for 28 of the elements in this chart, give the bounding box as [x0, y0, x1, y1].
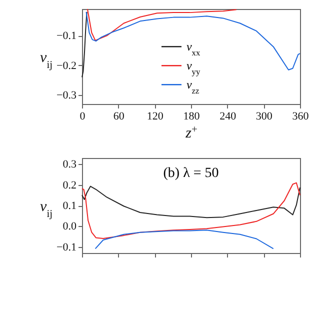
legend-label: v$_{zz}$	[186, 78, 200, 96]
legend-label: v$_{xx}$	[186, 40, 201, 58]
x-tick-label: 300	[256, 110, 273, 122]
y-tick-label: −0.1	[56, 241, 76, 254]
y-tick-label: −0.3	[56, 90, 77, 102]
y-tick-label: 0.1	[62, 200, 76, 212]
line-series	[82, 11, 88, 78]
x-tick-label: 360	[292, 110, 310, 122]
legend-label: v$_{yy}$	[186, 58, 201, 76]
y-axis-title: v$_{ij}$	[40, 199, 53, 220]
y-tick-label: −0.2	[56, 60, 76, 72]
x-axis-title: z$^{+}$	[184, 124, 198, 142]
y-tick-label: −0.1	[56, 30, 76, 42]
x-tick-label: 0	[80, 110, 86, 122]
x-tick-label: 60	[113, 110, 125, 122]
y-tick-label: 0.2	[62, 179, 76, 192]
line-series	[82, 186, 300, 218]
x-tick-label: 120	[146, 110, 164, 122]
x-tick-label: 240	[220, 110, 237, 122]
y-tick-label: 0.3	[62, 158, 77, 171]
annotation: (b) λ = 50	[163, 166, 219, 181]
y-tick-label: 0.0	[62, 220, 77, 233]
y-axis-title: v$_{ij}$	[40, 50, 53, 70]
line-series	[86, 8, 237, 41]
line-series	[94, 230, 274, 250]
x-tick-label: 180	[183, 110, 200, 122]
line-series	[86, 11, 300, 70]
line-series	[82, 182, 300, 240]
